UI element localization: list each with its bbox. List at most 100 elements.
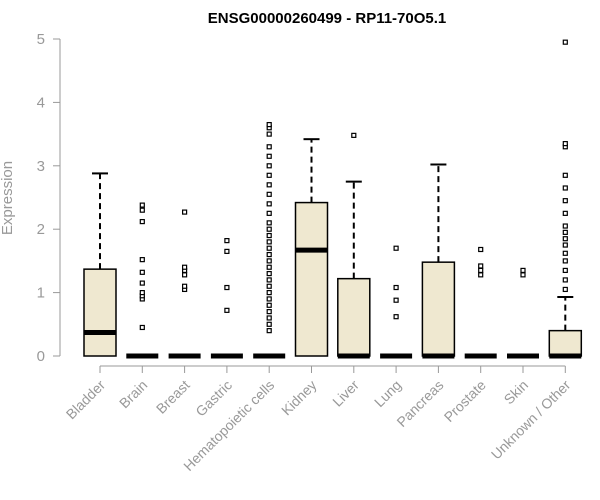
- outlier-point: [266, 239, 272, 245]
- box-group: [548, 39, 583, 359]
- x-tick-label: Brain: [116, 377, 150, 411]
- x-tick-label: Breast: [153, 377, 193, 417]
- outlier-point: [266, 283, 272, 289]
- box-group: [83, 172, 117, 357]
- x-tick-label: Lung: [371, 377, 404, 410]
- outlier-point: [562, 242, 568, 248]
- outlier-point: [266, 220, 272, 226]
- outlier-point: [266, 264, 272, 270]
- box-group: [210, 238, 243, 359]
- chart-title: ENSG00000260499 - RP11-70O5.1: [208, 10, 447, 27]
- x-tick-label: Bladder: [63, 377, 109, 423]
- y-tick-label: 1: [37, 285, 45, 302]
- outlier-point: [266, 232, 272, 239]
- outlier-point: [562, 39, 568, 45]
- outlier-point: [266, 321, 272, 327]
- y-tick-label: 2: [37, 221, 45, 238]
- y-axis-label: Expression: [0, 161, 16, 235]
- box: [337, 277, 371, 357]
- outlier-point: [562, 267, 568, 274]
- outlier-point: [139, 269, 145, 275]
- box: [421, 261, 456, 357]
- outlier-point: [266, 315, 272, 321]
- x-tick-label: Liver: [329, 377, 362, 410]
- outlier-point: [266, 302, 272, 308]
- outlier-point: [266, 328, 272, 334]
- outlier-point: [224, 248, 230, 254]
- box-group: [168, 209, 201, 359]
- outlier-point: [562, 172, 568, 178]
- outlier-point: [393, 245, 399, 251]
- outlier-point: [266, 258, 272, 264]
- outlier-point: [224, 307, 230, 313]
- outlier-point: [266, 277, 272, 283]
- outlier-point: [266, 121, 272, 128]
- x-tick-label: Prostate: [441, 377, 489, 425]
- outlier-point: [266, 296, 272, 302]
- box-group: [421, 163, 456, 359]
- x-tick-label: Unknown / Other: [488, 377, 574, 463]
- y-tick-label: 5: [37, 31, 45, 48]
- outlier-point: [562, 286, 568, 293]
- box-group: [464, 246, 497, 359]
- outlier-point: [182, 264, 188, 270]
- outlier-point: [266, 226, 272, 232]
- outlier-point: [139, 218, 145, 225]
- outlier-point: [562, 236, 568, 242]
- outlier-point: [266, 144, 272, 150]
- outlier-point: [562, 250, 568, 256]
- outlier-point: [520, 272, 526, 278]
- box: [83, 268, 117, 357]
- outlier-point: [266, 172, 272, 178]
- box-group: [126, 202, 159, 359]
- box-group: [380, 245, 413, 359]
- outlier-point: [393, 284, 399, 291]
- y-tick-label: 0: [37, 348, 45, 365]
- outlier-point: [266, 245, 272, 251]
- outlier-point: [562, 210, 568, 216]
- outlier-point: [562, 185, 568, 191]
- outlier-point: [266, 270, 272, 277]
- outlier-point: [562, 258, 568, 264]
- outlier-point: [266, 290, 272, 296]
- x-tick-label: Kidney: [278, 377, 320, 419]
- outlier-point: [393, 297, 399, 303]
- outlier-point: [520, 267, 526, 274]
- outlier-point: [266, 163, 272, 169]
- outlier-point: [478, 272, 484, 278]
- outlier-point: [139, 280, 145, 286]
- outlier-point: [139, 202, 145, 208]
- y-axis: 0 1 2 3 4 5: [37, 31, 61, 365]
- outlier-point: [393, 314, 399, 320]
- outlier-point: [139, 324, 145, 331]
- outlier-point: [266, 309, 272, 315]
- outlier-point: [139, 207, 145, 213]
- x-tick-label: Pancreas: [393, 377, 446, 430]
- outlier-point: [266, 210, 272, 216]
- outlier-point: [266, 251, 272, 258]
- outlier-point: [351, 132, 357, 138]
- outlier-point: [139, 257, 145, 263]
- outlier-point: [266, 201, 272, 207]
- outlier-point: [562, 141, 568, 147]
- box-group: [294, 138, 329, 357]
- outlier-point: [478, 246, 484, 253]
- outlier-point: [139, 290, 145, 296]
- outlier-point: [562, 277, 568, 283]
- y-tick-label: 4: [37, 94, 45, 111]
- outlier-point: [182, 283, 188, 289]
- outlier-point: [182, 209, 188, 215]
- box: [294, 201, 329, 357]
- box: [548, 329, 583, 357]
- outlier-point: [266, 153, 272, 159]
- outlier-point: [182, 272, 188, 278]
- outlier-point: [266, 131, 272, 137]
- outlier-point: [478, 267, 484, 274]
- outlier-point: [224, 238, 230, 244]
- outlier-point: [266, 191, 272, 197]
- outlier-point: [562, 229, 568, 235]
- boxes: [83, 39, 583, 359]
- outlier-point: [562, 198, 568, 204]
